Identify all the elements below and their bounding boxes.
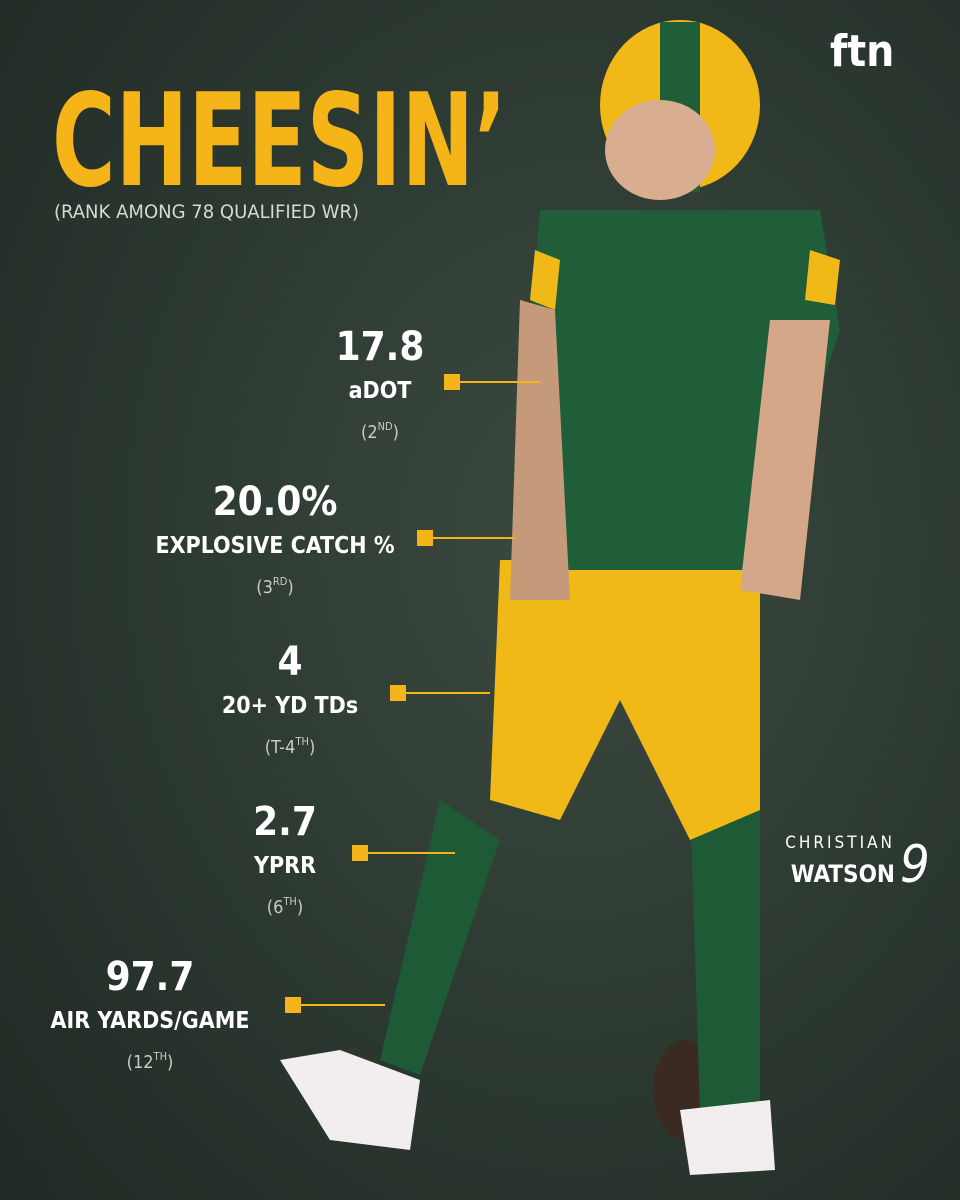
- stat-rank: (2ND): [361, 420, 399, 443]
- rank-main: (T-4: [265, 737, 296, 758]
- stat-rank: (T-4TH): [265, 735, 316, 758]
- stat-block: 4 20+ YD TDs (T-4TH): [222, 639, 490, 758]
- stat-rank: (12TH): [127, 1050, 174, 1073]
- player-first-name: CHRISTIAN: [785, 833, 895, 853]
- player-illustration: [280, 20, 840, 1175]
- rank-suffix: TH: [294, 735, 309, 748]
- rank-suffix: TH: [153, 1050, 168, 1063]
- rank-main: (3: [256, 577, 273, 598]
- stat-label: 20+ YD TDs: [222, 693, 358, 719]
- marker: [352, 845, 368, 861]
- subtitle: (RANK AMONG 78 QUALIFIED WR): [54, 201, 359, 223]
- stat-label: YPRR: [253, 853, 316, 879]
- marker: [285, 997, 301, 1013]
- stat-block: 17.8 aDOT (2ND): [336, 324, 540, 443]
- title: CHEESIN’: [52, 67, 507, 216]
- stat-value: 20.0%: [213, 479, 338, 525]
- player-last-name: WATSON: [791, 860, 895, 888]
- rank-main: (6: [267, 897, 284, 918]
- stat-label: aDOT: [349, 378, 412, 404]
- stat-value: 17.8: [336, 324, 425, 370]
- marker: [417, 530, 433, 546]
- stat-label: AIR YARDS/GAME: [51, 1008, 250, 1034]
- rank-main: (2: [361, 422, 378, 443]
- marker: [444, 374, 460, 390]
- stat-block: 97.7 AIR YARDS/GAME (12TH): [51, 954, 385, 1073]
- stat-block: 20.0% EXPLOSIVE CATCH % (3RD): [155, 479, 515, 598]
- rank-close: ): [393, 422, 399, 443]
- stat-rank: (6TH): [267, 895, 303, 918]
- stat-value: 2.7: [253, 799, 317, 845]
- stat-label: EXPLOSIVE CATCH %: [155, 533, 394, 559]
- stat-value: 4: [277, 639, 302, 685]
- rank-main: (12: [127, 1052, 154, 1073]
- rank-suffix: TH: [282, 895, 297, 908]
- logo: ftn: [830, 26, 894, 77]
- stat-block: 2.7 YPRR (6TH): [253, 799, 455, 918]
- stat-rank: (3RD): [256, 575, 293, 598]
- rank-close: ): [309, 737, 315, 758]
- player-number: 9: [900, 835, 930, 895]
- rank-close: ): [167, 1052, 173, 1073]
- rank-close: ): [287, 577, 293, 598]
- marker: [390, 685, 406, 701]
- rank-suffix: RD: [273, 575, 288, 588]
- rank-close: ): [297, 897, 303, 918]
- rank-suffix: ND: [378, 420, 393, 433]
- stat-value: 97.7: [106, 954, 195, 1000]
